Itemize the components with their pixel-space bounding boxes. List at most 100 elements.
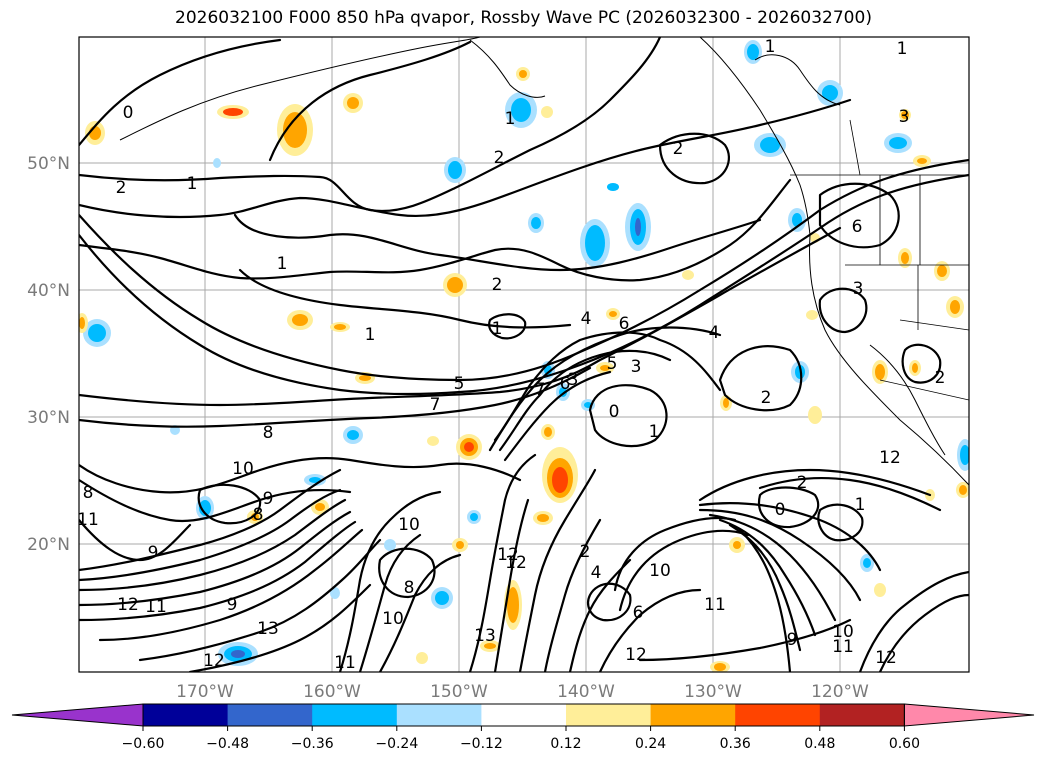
contour-labels: 0 1 2 1 2 1 2 1 2 1 5 4 6 7 4 3 5 6 3 7 … bbox=[77, 37, 946, 673]
contour-label: 9 bbox=[787, 630, 798, 650]
contour-label: 1 bbox=[492, 319, 503, 339]
contour-label: 12 bbox=[875, 648, 897, 668]
contour-label: 1 bbox=[187, 174, 198, 194]
contour-label: 1 bbox=[365, 325, 376, 345]
colorbar-segment bbox=[227, 704, 313, 726]
contour-label: 1 bbox=[897, 39, 908, 59]
map-title: 2026032100 F000 850 hPa qvapor, Rossby W… bbox=[175, 8, 872, 28]
contour-label: 9 bbox=[263, 489, 274, 509]
contour-label: 11 bbox=[832, 637, 854, 657]
contour-label: 13 bbox=[257, 619, 279, 639]
contour-lines bbox=[79, 37, 969, 672]
lat-label-20n: 20°N bbox=[27, 535, 70, 555]
colorbar-tick-label: −0.48 bbox=[206, 736, 249, 752]
contour-label: 1 bbox=[855, 495, 866, 515]
graticule bbox=[79, 37, 969, 672]
contour-label: 2 bbox=[580, 542, 591, 562]
colorbar-segment bbox=[396, 704, 482, 726]
colorbar-segment bbox=[143, 704, 229, 726]
contour-label: 5 bbox=[454, 374, 465, 394]
contour-label: 12 bbox=[505, 553, 527, 573]
contour-label: 1 bbox=[765, 37, 776, 57]
contour-label: 11 bbox=[145, 597, 167, 617]
contour-label: 4 bbox=[709, 323, 720, 343]
colorbar-tick-label: −0.60 bbox=[122, 736, 165, 752]
contour-label: 7 bbox=[430, 395, 441, 415]
contour-label: 2 bbox=[673, 139, 684, 159]
lat-label-50n: 50°N bbox=[27, 154, 70, 174]
contour-label: 12 bbox=[497, 545, 519, 565]
contour-label: 6 bbox=[852, 217, 863, 237]
colorbar-tick-label: 0.12 bbox=[550, 736, 581, 752]
contour-label: 2 bbox=[492, 275, 503, 295]
colorbar-segment bbox=[819, 704, 905, 726]
contour-label: 3 bbox=[899, 107, 910, 127]
contour-label: 2 bbox=[494, 148, 505, 168]
contour-label: 1 bbox=[277, 254, 288, 274]
latitude-labels: 50°N 40°N 30°N 20°N bbox=[27, 154, 70, 555]
contour-label: 2 bbox=[797, 473, 808, 493]
contour-label: 11 bbox=[77, 510, 99, 530]
contour-label: 12 bbox=[879, 448, 901, 468]
shaded-patches bbox=[79, 40, 969, 672]
contour-label: 6 bbox=[560, 374, 571, 394]
contour-label: 5 bbox=[607, 354, 618, 374]
contour-label: 12 bbox=[203, 651, 225, 671]
contour-label: 4 bbox=[581, 309, 592, 329]
contour-label: 3 bbox=[853, 279, 864, 299]
contour-label: 11 bbox=[334, 653, 356, 673]
contour-label: 10 bbox=[649, 561, 671, 581]
contour-label: 7 bbox=[535, 380, 546, 400]
contour-label: 10 bbox=[832, 622, 854, 642]
colorbar-extend-min bbox=[11, 703, 144, 727]
lon-label-130w: 130°W bbox=[684, 682, 742, 702]
colorbar-segment bbox=[650, 704, 736, 726]
contour-label: 0 bbox=[123, 103, 134, 123]
contour-label: 13 bbox=[474, 626, 496, 646]
contour-label: 3 bbox=[568, 370, 579, 390]
contour-label: 6 bbox=[619, 314, 630, 334]
colorbar-segment bbox=[312, 704, 398, 726]
contour-label: 2 bbox=[761, 388, 772, 408]
contour-label: 11 bbox=[704, 595, 726, 615]
contour-label: 6 bbox=[633, 603, 644, 623]
longitude-labels: 170°W 160°W 150°W 140°W 130°W 120°W bbox=[176, 682, 869, 702]
lon-label-120w: 120°W bbox=[811, 682, 869, 702]
contour-label: 2 bbox=[116, 178, 127, 198]
colorbar-extend-max bbox=[903, 703, 1035, 727]
colorbar-tick-label: 0.60 bbox=[889, 736, 920, 752]
contour-label: 2 bbox=[935, 368, 946, 388]
contour-label: 12 bbox=[625, 645, 647, 665]
colorbar-segment bbox=[735, 704, 821, 726]
lon-label-150w: 150°W bbox=[430, 682, 488, 702]
colorbar-tick-label: 0.24 bbox=[635, 736, 666, 752]
lon-label-170w: 170°W bbox=[176, 682, 234, 702]
colorbar-tick-label: −0.24 bbox=[375, 736, 418, 752]
contour-label: 3 bbox=[631, 357, 642, 377]
map-frame bbox=[78, 36, 970, 673]
contour-label: 9 bbox=[227, 595, 238, 615]
contour-label: 1 bbox=[649, 422, 660, 442]
contour-label: 10 bbox=[382, 609, 404, 629]
contour-label: 10 bbox=[232, 459, 254, 479]
lat-label-30n: 30°N bbox=[27, 408, 70, 428]
contour-label: 9 bbox=[148, 543, 159, 563]
colorbar-segment bbox=[566, 704, 652, 726]
lon-label-160w: 160°W bbox=[303, 682, 361, 702]
contour-label: 8 bbox=[83, 483, 94, 503]
coastlines bbox=[119, 37, 969, 486]
contour-label: 4 bbox=[591, 563, 602, 583]
colorbar: −0.60 −0.48 −0.36 −0.24 −0.12 0.12 0.24 0.36 0.4… bbox=[11, 703, 1035, 752]
contour-label: 1 bbox=[505, 109, 516, 129]
colorbar-tick-label: 0.48 bbox=[804, 736, 835, 752]
lon-label-140w: 140°W bbox=[557, 682, 615, 702]
colorbar-tick-label: −0.36 bbox=[291, 736, 334, 752]
colorbar-segment bbox=[481, 704, 567, 726]
contour-label: 10 bbox=[398, 515, 420, 535]
contour-label: 8 bbox=[404, 578, 415, 598]
contour-label: 8 bbox=[253, 505, 264, 525]
contour-label: 0 bbox=[609, 402, 620, 422]
contour-label: 12 bbox=[117, 595, 139, 615]
colorbar-tick-label: 0.36 bbox=[720, 736, 751, 752]
